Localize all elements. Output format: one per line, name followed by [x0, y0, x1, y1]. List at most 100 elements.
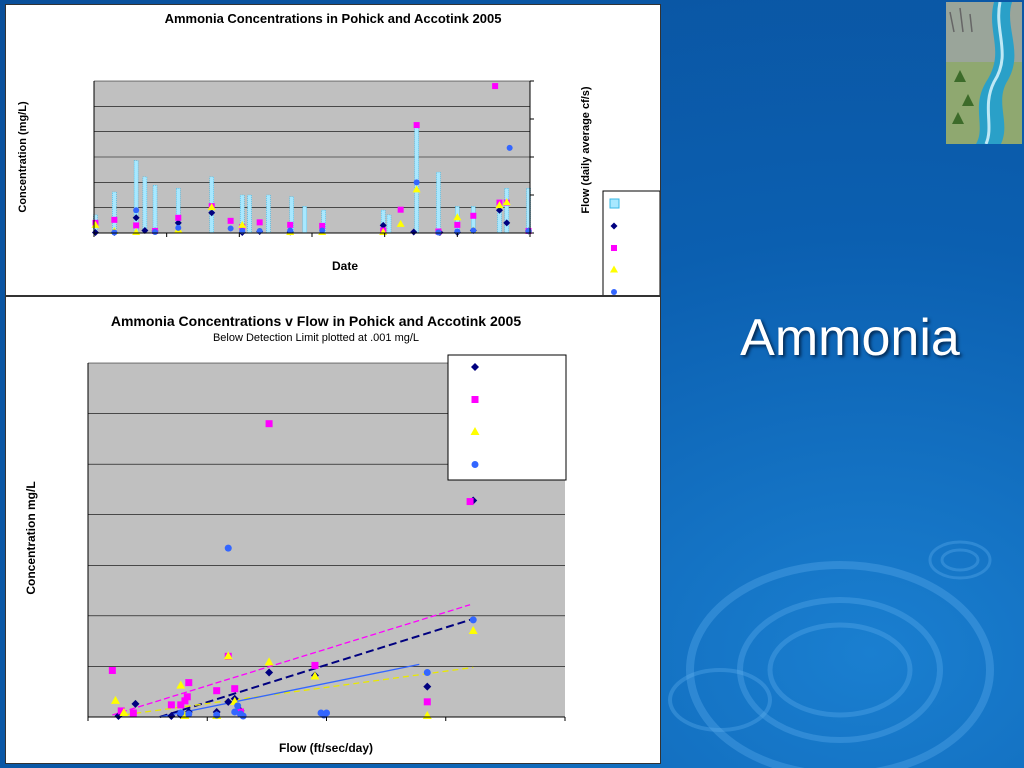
chart-title: Ammonia Concentrations v Flow in Pohick … [111, 313, 521, 329]
data-point-site-2 [133, 222, 140, 229]
flow-bar [152, 184, 158, 234]
data-point-site-1 [265, 668, 274, 677]
slide-title: Ammonia [740, 309, 960, 367]
data-point-site-1 [410, 228, 418, 236]
data-point-site-13 [468, 626, 478, 635]
data-point-site-2 [397, 206, 404, 213]
data-point-site-1 [174, 219, 182, 227]
data-point-site-20 [175, 224, 182, 231]
data-point-site-1 [423, 682, 432, 691]
data-point-site-20 [239, 712, 247, 720]
flow-vs-concentration-panel: Ammonia Concentrations v Flow in Pohick … [5, 296, 661, 764]
data-point-site-1 [503, 219, 511, 227]
data-point-site-2 [227, 217, 234, 224]
trendline-site-20 [159, 663, 420, 718]
data-point-site-2 [413, 122, 420, 129]
flow-bar [112, 191, 117, 234]
chart-concentration-vs-flow: Ammonia Concentrations v Flow in Pohick … [24, 313, 567, 755]
chart-title: Ammonia Concentrations in Pohick and Acc… [165, 11, 502, 26]
flow-concentration-chart-panel: Ammonia Concentrations in Pohick and Acc… [5, 4, 661, 298]
data-point-site-20 [413, 179, 420, 186]
data-point-site-20 [319, 227, 326, 234]
legend-marker [611, 289, 617, 295]
data-point-site-20 [185, 710, 193, 718]
legend-marker [471, 363, 479, 371]
chart-concentration-over-time: Ammonia Concentrations in Pohick and Acc… [17, 11, 661, 298]
chart-subtitle: Below Detection Limit plotted at .001 mg… [213, 332, 419, 344]
flow-bar [247, 194, 252, 234]
data-point-site-20 [470, 227, 477, 234]
data-point-site-2 [108, 666, 116, 674]
data-point-site-2 [175, 214, 182, 221]
data-point-site-2 [185, 679, 193, 687]
legend-marker [471, 461, 479, 468]
legend-marker [610, 222, 618, 230]
data-point-site-1 [167, 711, 176, 720]
data-point-site-13 [502, 198, 511, 206]
data-point-site-13 [264, 657, 274, 666]
data-point-site-20 [133, 207, 140, 214]
data-point-site-13 [176, 680, 186, 689]
data-point-site-13 [412, 185, 421, 193]
data-point-site-20 [177, 709, 185, 717]
x-axis-label: Flow (ft/sec/day) [279, 741, 373, 755]
data-point-site-20 [435, 229, 442, 236]
data-point-site-2 [117, 707, 125, 715]
data-point-site-13 [110, 695, 120, 704]
data-point-site-2 [423, 698, 431, 706]
legend [602, 190, 661, 298]
data-point-site-20 [239, 227, 246, 234]
x-axis-label: Date [332, 259, 358, 273]
data-point-site-20 [469, 616, 477, 624]
data-point-site-2 [454, 221, 461, 228]
data-point-site-13 [91, 220, 100, 228]
data-point-site-20 [227, 225, 234, 232]
data-point-site-20 [224, 544, 232, 552]
trendline-site-13 [115, 666, 474, 717]
data-point-site-1 [208, 209, 216, 217]
trendline-site-2 [112, 604, 471, 716]
data-point-site-1 [132, 214, 140, 222]
data-point-site-1 [131, 699, 140, 708]
data-point-site-2 [167, 701, 175, 709]
data-point-site-1 [224, 697, 233, 706]
data-point-site-2 [466, 498, 474, 506]
data-point-site-1 [495, 206, 503, 214]
data-point-site-20 [506, 144, 513, 151]
data-point-site-2 [177, 701, 185, 709]
data-point-site-1 [379, 221, 387, 229]
water-ripple-decoration-icon [668, 540, 994, 768]
data-point-site-13 [238, 220, 247, 228]
y-axis-label: Concentration (mg/L) [17, 101, 29, 213]
flow-bar [436, 171, 441, 234]
data-point-site-13 [119, 707, 129, 716]
flow-bar [266, 194, 271, 234]
flow-bar [386, 214, 392, 234]
data-point-site-2 [129, 709, 137, 717]
data-point-site-2 [181, 697, 189, 705]
flow-bar [302, 206, 308, 234]
flow-bar [414, 123, 419, 234]
data-point-site-13 [453, 213, 462, 221]
y2-axis-label: Flow (daily average cf/s) [580, 86, 592, 213]
data-point-site-2 [319, 222, 326, 229]
data-point-site-20 [323, 709, 330, 717]
data-point-site-20 [423, 668, 431, 676]
data-point-site-20 [287, 227, 294, 234]
trendline-site-1 [159, 617, 474, 718]
data-point-site-2 [265, 420, 273, 428]
legend-marker [470, 427, 480, 435]
data-point-site-1 [141, 226, 149, 234]
legend-marker [610, 265, 618, 273]
legend-marker [471, 396, 479, 403]
legend [447, 354, 567, 481]
y-axis-label: Concentration mg/L [24, 481, 38, 594]
data-point-site-2 [213, 687, 221, 695]
data-point-site-2 [311, 661, 319, 669]
flow-bar [142, 176, 148, 234]
stream-logo-icon [946, 2, 1022, 144]
data-point-site-13 [396, 219, 405, 227]
data-point-site-20 [231, 708, 239, 716]
data-point-site-20 [256, 227, 263, 234]
data-point-site-2 [183, 693, 191, 701]
